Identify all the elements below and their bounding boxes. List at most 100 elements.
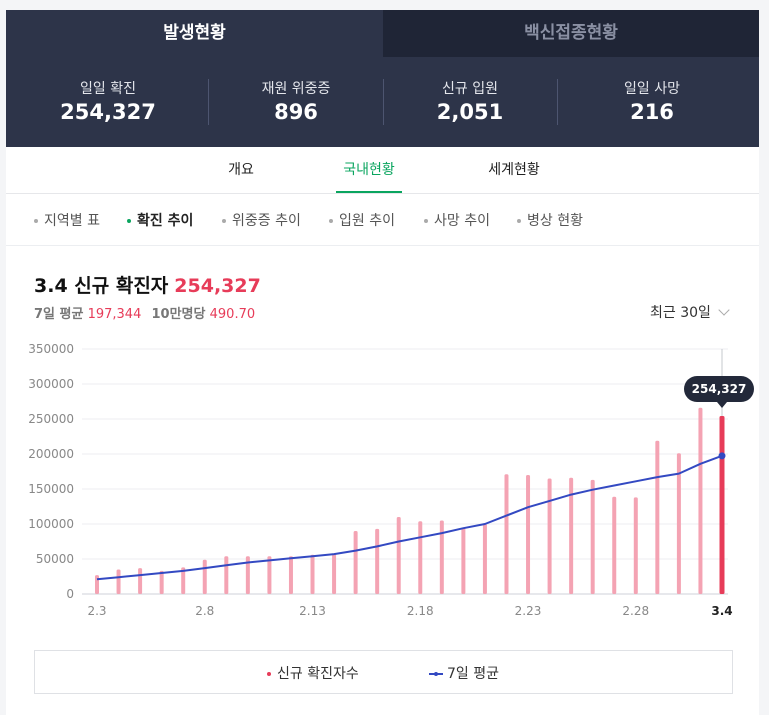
sub-tab-bar: 개요 국내현황 세계현황	[6, 147, 759, 194]
bar-confirmed	[504, 474, 509, 594]
per100k-label: 10만명당	[151, 307, 206, 322]
chart-subline: 7일 평균 197,344 10만명당 490.70	[34, 303, 255, 322]
bar-confirmed	[245, 556, 250, 594]
bar-confirmed	[439, 520, 444, 594]
filter-bar: 지역별 표 확진 추이 위중증 추이 입원 추이 사망 추이 병상 현황	[6, 194, 759, 246]
bar-dot-icon	[267, 672, 271, 676]
filter-label: 위중증 추이	[232, 213, 301, 229]
stat-new-admissions: 신규 입원 2,051	[376, 57, 564, 147]
tab-overview[interactable]: 개요	[228, 162, 254, 178]
period-label: 최근 30일	[650, 305, 711, 321]
bar-confirmed	[676, 453, 681, 594]
divider	[557, 79, 558, 125]
per100k-value: 490.70	[209, 307, 256, 322]
stat-value: 2,051	[436, 100, 504, 124]
bar-confirmed	[202, 559, 207, 594]
stat-daily-deaths: 일일 사망 216	[558, 57, 746, 147]
bar-confirmed	[633, 497, 638, 594]
bar-confirmed	[461, 527, 466, 594]
bullet-icon	[127, 219, 131, 223]
x-tick-label: 2.8	[195, 604, 214, 618]
avg-label: 7일 평균	[34, 307, 84, 322]
chart-title: 3.4 신규 확진자 254,327	[34, 271, 261, 298]
bar-confirmed	[116, 569, 121, 594]
filter-bed-status[interactable]: 병상 현황	[517, 210, 583, 230]
legend-label: 7일 평균	[447, 666, 499, 682]
y-tick-label: 300000	[28, 377, 74, 391]
line-point-last	[718, 452, 726, 460]
tab-outbreak-status[interactable]: 발생현황	[6, 10, 383, 57]
tooltip-bubble	[684, 376, 754, 402]
filter-critical-trend[interactable]: 위중증 추이	[222, 210, 301, 230]
stats-summary: 일일 확진 254,327 재원 위중증 896 신규 입원 2,051 일일 …	[6, 57, 759, 147]
line-7day-average	[96, 454, 723, 581]
filter-label: 지역별 표	[44, 213, 100, 229]
y-tick-label: 50000	[36, 552, 74, 566]
legend-item-average: 7일 평균	[429, 663, 499, 683]
y-tick-label: 250000	[28, 412, 74, 426]
line-dot-icon	[429, 672, 443, 676]
divider	[383, 79, 384, 125]
y-tick-label: 150000	[28, 482, 74, 496]
bar-confirmed	[159, 570, 164, 594]
stat-label: 일일 확진	[80, 81, 136, 97]
legend-label: 신규 확진자수	[277, 666, 359, 682]
stat-critical: 재원 위중증 896	[202, 57, 390, 147]
bar-confirmed	[138, 568, 143, 594]
bullet-icon	[222, 219, 226, 223]
bar-confirmed	[95, 575, 99, 594]
chart-legend: 신규 확진자수 7일 평균	[34, 650, 733, 694]
bar-confirmed	[418, 521, 423, 594]
legend-item-confirmed: 신규 확진자수	[267, 663, 359, 683]
bar-confirmed	[698, 407, 703, 594]
chart-title-text: 3.4 신규 확진자	[34, 275, 169, 297]
y-tick-label: 200000	[28, 447, 74, 461]
x-tick-label: 2.13	[299, 604, 326, 618]
x-tick-label: 2.23	[515, 604, 542, 618]
avg-value: 197,344	[87, 307, 142, 322]
bar-confirmed	[181, 567, 186, 594]
stat-label: 재원 위중증	[261, 81, 331, 97]
tab-domestic[interactable]: 국내현황	[336, 147, 402, 193]
bar-confirmed	[547, 478, 552, 594]
bullet-icon	[517, 219, 521, 223]
confirmed-trend-chart: 0 50000 100000 150000 200000 250000 300000 3500…	[28, 342, 754, 618]
tab-world[interactable]: 세계현황	[488, 162, 540, 178]
y-tick-label: 350000	[28, 342, 74, 356]
bar-confirmed	[310, 554, 315, 594]
bar-confirmed	[590, 479, 595, 594]
filter-confirmed-trend[interactable]: 확진 추이	[127, 210, 193, 230]
status-panel: 발생현황 백신접종현황 일일 확진 254,327 재원 위중증 896 신규 …	[6, 10, 759, 715]
filter-label: 병상 현황	[527, 213, 583, 229]
bar-confirmed	[482, 524, 487, 594]
period-dropdown[interactable]: 최근 30일	[650, 302, 730, 322]
stat-value: 254,327	[60, 100, 156, 124]
filter-label: 입원 추이	[339, 213, 395, 229]
tooltip-value: 254,327	[692, 382, 747, 396]
bar-confirmed	[353, 531, 358, 594]
bar-confirmed	[526, 475, 531, 594]
filter-label: 사망 추이	[434, 213, 490, 229]
bar-confirmed	[396, 517, 401, 594]
x-tick-label: 2.28	[622, 604, 649, 618]
filter-admission-trend[interactable]: 입원 추이	[329, 210, 395, 230]
stat-value: 896	[274, 100, 318, 124]
bar-confirmed	[612, 496, 617, 594]
bar-confirmed	[569, 477, 574, 594]
filter-death-trend[interactable]: 사망 추이	[424, 210, 490, 230]
x-tick-label: 3.4	[711, 604, 732, 618]
divider	[208, 79, 209, 125]
y-tick-label: 100000	[28, 517, 74, 531]
tab-vaccination-status[interactable]: 백신접종현황	[524, 23, 618, 43]
stat-label: 신규 입원	[442, 81, 498, 97]
bullet-icon	[424, 219, 428, 223]
bullet-icon	[34, 219, 38, 223]
bar-confirmed	[655, 440, 660, 594]
stat-label: 일일 사망	[624, 81, 680, 97]
stat-daily-confirmed: 일일 확진 254,327	[14, 57, 202, 147]
bar-confirmed	[224, 556, 229, 594]
bar-confirmed	[375, 528, 380, 594]
bar-confirmed	[267, 556, 272, 594]
x-tick-label: 2.3	[87, 604, 106, 618]
filter-region-table[interactable]: 지역별 표	[34, 210, 100, 230]
